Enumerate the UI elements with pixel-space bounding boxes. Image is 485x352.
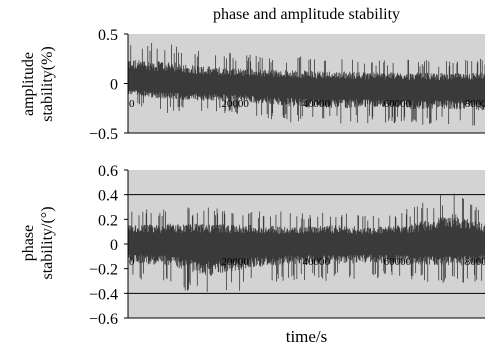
- y-tick-label: −0.5: [89, 126, 118, 143]
- y-tick-label: 0.6: [98, 163, 118, 180]
- phase-stability-panel: 0.6 0.4 0.2 0 −0.2 −0.4 −0.6 0 20000 40000 60000 80…: [89, 163, 485, 328]
- amplitude-y-axis-label: amplitude stability(%): [20, 46, 56, 122]
- x-tick-label: 60000: [384, 98, 412, 110]
- y-tick-label: −0.2: [89, 262, 118, 279]
- x-tick-label: 20000: [221, 98, 249, 110]
- x-tick-label: 40000: [303, 98, 331, 110]
- y-tick-label: 0: [110, 77, 118, 94]
- x-tick-label: 0: [129, 256, 135, 268]
- x-tick-label: 40000: [303, 256, 331, 268]
- y-tick-label: −0.6: [89, 311, 118, 328]
- y-tick-label: −0.4: [89, 286, 118, 303]
- x-tick-label: 60000: [384, 256, 412, 268]
- x-axis-label: time/s: [285, 327, 328, 346]
- phase-y-axis-label: phase stability/(°): [20, 206, 56, 280]
- y-tick-label: 0.4: [98, 188, 118, 205]
- chart-title: phase and amplitude stability: [212, 6, 401, 23]
- x-tick-label: 20000: [221, 256, 249, 268]
- y-tick-label: 0: [110, 237, 118, 254]
- y-tick-label: 0.5: [98, 27, 118, 44]
- x-tick-label: 0: [129, 98, 135, 110]
- y-tick-label: 0.2: [98, 212, 118, 229]
